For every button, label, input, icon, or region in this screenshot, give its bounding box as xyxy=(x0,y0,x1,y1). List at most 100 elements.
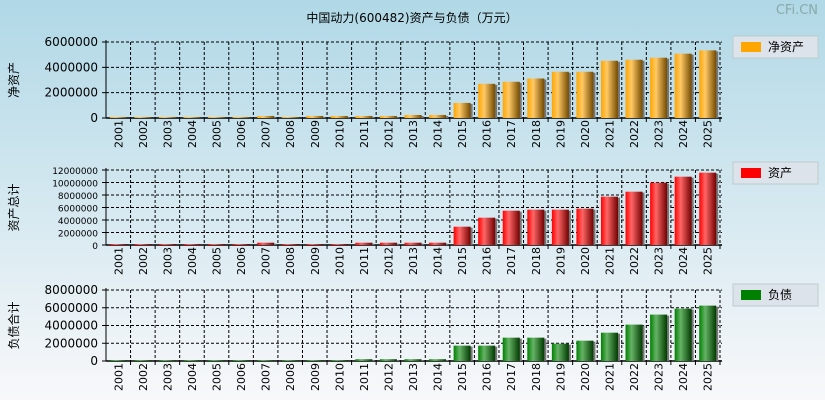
bar-负债合计-2015 xyxy=(453,345,471,361)
x-tick-label: 2009 xyxy=(309,363,322,391)
x-tick-label: 2006 xyxy=(235,363,248,391)
y-tick-label: 0 xyxy=(90,354,98,368)
y-tick-label: 2000000 xyxy=(58,230,98,240)
bar-净资产-2013 xyxy=(404,114,422,118)
x-tick-label: 2001 xyxy=(112,120,125,148)
bar-负债合计-2001 xyxy=(109,360,127,361)
bar-负债合计-2008 xyxy=(281,360,299,361)
bar-资产总计-2017 xyxy=(502,210,520,245)
x-tick-label: 2003 xyxy=(161,120,174,148)
y-tick-label: 8000000 xyxy=(58,192,98,202)
bar-负债合计-2012 xyxy=(379,359,397,361)
legend-2: 负债 xyxy=(732,283,819,307)
x-tick-label: 2013 xyxy=(407,120,420,148)
bar-资产总计-2025 xyxy=(699,172,717,245)
bar-净资产-2022 xyxy=(625,59,643,118)
x-tick-label: 2014 xyxy=(432,120,445,148)
y-tick-label: 10000000 xyxy=(52,180,98,190)
x-tick-label: 2009 xyxy=(309,247,322,275)
x-tick-label: 2019 xyxy=(554,247,567,275)
bar-负债合计-2025 xyxy=(699,305,717,361)
bar-资产总计-2007 xyxy=(257,242,275,245)
x-tick-label: 2017 xyxy=(505,247,518,275)
y-tick-label: 4000000 xyxy=(58,217,98,227)
x-tick-label: 2004 xyxy=(186,247,199,275)
bar-资产总计-2024 xyxy=(674,176,692,245)
bar-净资产-2015 xyxy=(453,102,471,118)
bar-净资产-2009 xyxy=(306,115,324,118)
watermark: CFi.CN xyxy=(776,3,818,18)
bar-资产总计-2011 xyxy=(355,242,373,245)
y-tick-label: 0 xyxy=(90,111,98,125)
x-tick-label: 2017 xyxy=(505,363,518,391)
x-tick-label: 2015 xyxy=(456,120,469,148)
x-tick-label: 2018 xyxy=(530,247,543,275)
bar-负债合计-2007 xyxy=(257,360,275,361)
bar-资产总计-2004 xyxy=(183,244,201,245)
x-tick-label: 2014 xyxy=(432,247,445,275)
x-tick-label: 2023 xyxy=(653,247,666,275)
x-tick-label: 2011 xyxy=(358,120,371,148)
x-tick-label: 2019 xyxy=(554,120,567,148)
bar-净资产-2011 xyxy=(355,115,373,118)
x-tick-label: 2016 xyxy=(481,363,494,391)
x-tick-label: 2021 xyxy=(603,363,616,391)
x-tick-label: 2019 xyxy=(554,363,567,391)
bar-资产总计-2023 xyxy=(650,182,668,245)
x-tick-label: 2024 xyxy=(677,120,690,148)
bar-净资产-2016 xyxy=(478,83,496,118)
x-tick-label: 2022 xyxy=(628,120,641,148)
x-tick-label: 2006 xyxy=(235,120,248,148)
bar-净资产-2002 xyxy=(134,116,152,118)
y-tick-label: 4000000 xyxy=(45,319,98,333)
legend-box xyxy=(732,35,819,59)
bar-负债合计-2005 xyxy=(208,360,226,361)
panel-2: 0 2000000 4000000 6000000 8000000 2001 2002 200… xyxy=(6,283,819,391)
bar-净资产-2007 xyxy=(257,115,275,118)
y-tick-label: 6000000 xyxy=(45,301,98,315)
bar-负债合计-2011 xyxy=(355,359,373,361)
bar-负债合计-2024 xyxy=(674,308,692,361)
bar-负债合计-2004 xyxy=(183,360,201,361)
bar-净资产-2017 xyxy=(502,81,520,118)
bar-净资产-2010 xyxy=(330,115,348,118)
x-tick-label: 2008 xyxy=(284,120,297,148)
bar-资产总计-2020 xyxy=(576,208,594,245)
bar-资产总计-2019 xyxy=(551,209,569,245)
x-tick-label: 2011 xyxy=(358,363,371,391)
y-axis-label: 负债合计 xyxy=(6,301,21,349)
bar-净资产-2008 xyxy=(281,116,299,118)
x-tick-label: 2025 xyxy=(702,363,715,391)
x-tick-label: 2025 xyxy=(702,247,715,275)
x-tick-label: 2022 xyxy=(628,363,641,391)
bar-净资产-2006 xyxy=(232,116,250,118)
bar-资产总计-2018 xyxy=(527,209,545,245)
bar-资产总计-2012 xyxy=(379,242,397,245)
x-tick-label: 2005 xyxy=(211,247,224,275)
y-tick-label: 4000000 xyxy=(45,60,98,74)
x-tick-label: 2024 xyxy=(677,247,690,275)
x-tick-label: 2012 xyxy=(382,363,395,391)
bar-净资产-2025 xyxy=(699,50,717,118)
x-tick-label: 2005 xyxy=(211,120,224,148)
x-tick-label: 2002 xyxy=(137,363,150,391)
bar-负债合计-2023 xyxy=(650,314,668,361)
bar-净资产-2021 xyxy=(600,60,618,118)
bar-资产总计-2016 xyxy=(478,217,496,245)
x-tick-label: 2002 xyxy=(137,120,150,148)
bar-资产总计-2003 xyxy=(158,244,176,245)
bar-净资产-2001 xyxy=(109,116,127,118)
x-tick-label: 2011 xyxy=(358,247,371,275)
x-tick-label: 2014 xyxy=(432,363,445,391)
panel-1: 0 2000000 4000000 6000000 8000000 10000000 120… xyxy=(7,161,819,275)
y-tick-label: 12000000 xyxy=(52,167,98,177)
bar-资产总计-2014 xyxy=(429,242,447,245)
bar-资产总计-2010 xyxy=(330,244,348,245)
y-tick-label: 6000000 xyxy=(45,35,98,49)
bar-资产总计-2015 xyxy=(453,226,471,245)
bar-净资产-2018 xyxy=(527,78,545,118)
x-tick-label: 2001 xyxy=(112,247,125,275)
y-tick-label: 8000000 xyxy=(45,283,98,297)
y-tick-label: 6000000 xyxy=(58,205,98,215)
